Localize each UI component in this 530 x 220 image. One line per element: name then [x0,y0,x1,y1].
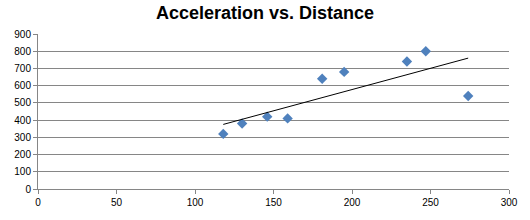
svg-text:50: 50 [111,197,123,208]
svg-text:300: 300 [501,197,518,208]
svg-text:150: 150 [265,197,282,208]
svg-text:100: 100 [187,197,204,208]
svg-text:100: 100 [14,166,31,177]
svg-text:800: 800 [14,46,31,57]
svg-text:400: 400 [14,115,31,126]
svg-text:0: 0 [35,197,41,208]
svg-text:250: 250 [422,197,439,208]
svg-text:600: 600 [14,80,31,91]
svg-text:300: 300 [14,132,31,143]
svg-text:0: 0 [25,184,31,195]
svg-text:200: 200 [344,197,361,208]
svg-text:700: 700 [14,63,31,74]
svg-text:200: 200 [14,149,31,160]
svg-text:900: 900 [14,29,31,40]
svg-text:Acceleration vs. Distance: Acceleration vs. Distance [156,3,374,23]
svg-text:500: 500 [14,97,31,108]
